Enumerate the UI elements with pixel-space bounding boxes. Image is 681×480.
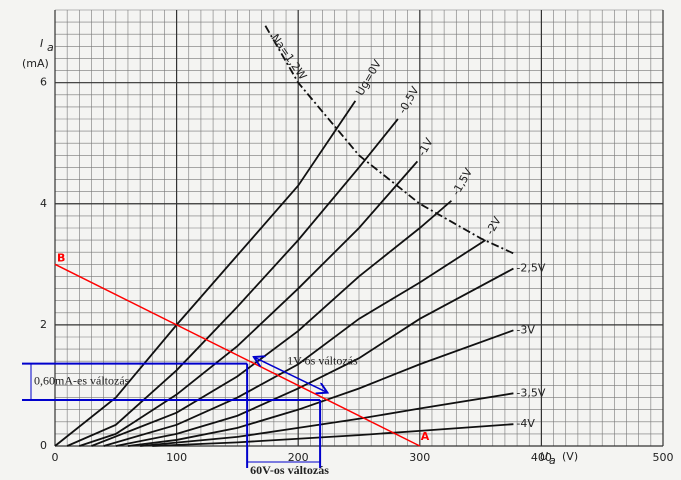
series-label: -4V bbox=[516, 417, 535, 430]
load-line bbox=[54, 263, 421, 447]
x-tick-label: 100 bbox=[166, 451, 187, 464]
load-point-label: A bbox=[421, 430, 430, 443]
x-tick-label: 300 bbox=[409, 451, 430, 464]
y-tick-label: 0 bbox=[40, 439, 47, 452]
y-tick-label: 2 bbox=[40, 318, 47, 331]
annotation: 60V-os változás bbox=[250, 463, 329, 477]
grid-curve bbox=[152, 423, 514, 447]
annotation: 1V-os változás bbox=[287, 353, 358, 367]
y-tick-label: 4 bbox=[40, 197, 47, 210]
grid-curve bbox=[91, 200, 453, 447]
x-axis-label-sub: a bbox=[549, 454, 556, 467]
x-tick-label: 500 bbox=[653, 451, 674, 464]
grid-curve bbox=[140, 392, 514, 447]
x-tick-label: 400 bbox=[531, 451, 552, 464]
grid-curve bbox=[54, 100, 357, 447]
power-curve bbox=[264, 25, 514, 255]
series-label: -2,5V bbox=[516, 262, 545, 275]
y-axis-label-sub: a bbox=[47, 41, 54, 54]
annotation: 0,60mA-es változás bbox=[34, 374, 130, 388]
load-point-label: B bbox=[57, 251, 65, 264]
grid-curve bbox=[66, 118, 399, 447]
y-axis-unit: (mA) bbox=[22, 57, 49, 70]
y-axis-label: I bbox=[40, 37, 43, 50]
grid-curve bbox=[127, 329, 514, 447]
grid-curve bbox=[79, 160, 419, 447]
x-axis-unit: (V) bbox=[562, 450, 578, 463]
y-tick-label: 6 bbox=[40, 76, 47, 89]
grid-change-arrow bbox=[255, 358, 326, 392]
x-tick-label: 0 bbox=[52, 451, 59, 464]
series-label: -3V bbox=[516, 323, 535, 336]
x-tick-label: 200 bbox=[288, 451, 309, 464]
series-label: -3,5V bbox=[516, 386, 545, 399]
x-axis-label: U bbox=[540, 450, 548, 463]
